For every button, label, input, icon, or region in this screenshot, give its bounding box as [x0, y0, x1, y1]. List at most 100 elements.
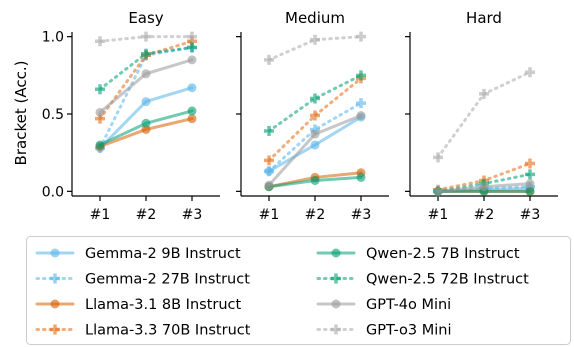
series-gpt-4o-mini	[264, 111, 366, 190]
x-tick-label: #1	[428, 207, 449, 223]
data-point	[95, 84, 105, 95]
x-tick-label: #1	[259, 207, 280, 223]
data-point	[264, 126, 274, 137]
legend-entry-gpt-o3-mini: GPT-o3 Mini	[316, 323, 451, 339]
legend-entry-gpt-4o-mini: GPT-4o Mini	[316, 297, 451, 313]
legend-swatch-marker	[50, 324, 60, 335]
legend-label: Gemma-2 27B Instruct	[85, 272, 250, 288]
series-qwen-2-5-72b-instruct	[264, 70, 366, 137]
data-point	[525, 67, 535, 78]
series-line	[267, 101, 363, 173]
legend-label: Llama-3.1 8B Instruct	[85, 297, 242, 313]
legend-label: Qwen-2.5 7B Instruct	[366, 246, 520, 262]
x-tick-label: #2	[305, 207, 326, 223]
x-tick-label: #3	[182, 207, 203, 223]
y-tick-label: 0.5	[42, 107, 64, 123]
legend-entry-qwen-2-5-7b-instruct: Qwen-2.5 7B Instruct	[316, 246, 520, 262]
series-qwen-2-5-7b-instruct	[95, 106, 197, 150]
legend-swatch-marker	[331, 299, 341, 309]
data-point	[525, 186, 535, 196]
x-tick-label: #2	[136, 207, 157, 223]
data-point	[187, 31, 197, 42]
data-point	[95, 140, 105, 150]
data-point	[310, 34, 320, 45]
data-point	[141, 118, 151, 128]
data-point	[310, 129, 320, 139]
data-point	[356, 172, 366, 182]
series-gpt-o3-mini	[433, 67, 535, 163]
data-point	[356, 31, 366, 42]
legend-entry-gemma-2-9b-instruct: Gemma-2 9B Instruct	[35, 246, 241, 262]
series-gpt-4o-mini	[95, 55, 197, 117]
panel-easy: Easy 0.0 0.5 1.0 #1 #2 #3	[42, 9, 220, 223]
data-point	[310, 176, 320, 186]
legend: Gemma-2 9B Instruct Gemma-2 27B Instruct L…	[26, 236, 571, 345]
data-point	[141, 48, 151, 59]
legend-swatch-marker	[331, 273, 341, 284]
legend-label: GPT-o3 Mini	[366, 323, 451, 339]
panels: Easy 0.0 0.5 1.0 #1 #2 #3 Medium #1 #2 #3 Hard #1 #2 #…	[42, 9, 558, 223]
y-tick-label: 1.0	[42, 30, 64, 46]
data-point	[187, 83, 197, 93]
data-point	[141, 69, 151, 79]
data-point	[310, 110, 320, 121]
x-tick-label: #2	[474, 207, 495, 223]
data-point	[264, 166, 274, 177]
legend-label: Qwen-2.5 72B Instruct	[366, 272, 529, 288]
data-point	[264, 54, 274, 65]
panel-title: Medium	[285, 9, 345, 27]
data-point	[264, 155, 274, 166]
data-point	[95, 36, 105, 47]
x-tick-label: #3	[351, 207, 372, 223]
series-line	[436, 70, 532, 159]
legend-entry-llama-3-1-8b-instruct: Llama-3.1 8B Instruct	[35, 297, 242, 313]
panel-hard: Hard #1 #2 #3	[405, 9, 558, 223]
data-point	[433, 152, 443, 163]
data-point	[356, 70, 366, 81]
data-point	[525, 158, 535, 169]
data-point	[187, 55, 197, 65]
data-point	[525, 179, 535, 189]
data-point	[356, 111, 366, 121]
panel-title: Easy	[128, 9, 163, 27]
series-line	[267, 35, 363, 62]
legend-swatch-marker	[331, 248, 341, 258]
legend-swatch-marker	[50, 248, 60, 258]
data-point	[141, 97, 151, 107]
y-axis-label: Bracket (Acc.)	[12, 61, 30, 166]
data-point	[141, 124, 151, 134]
data-point	[479, 182, 489, 192]
legend-frame	[26, 236, 571, 345]
x-tick-label: #1	[90, 207, 111, 223]
series-line	[267, 73, 363, 133]
legend-swatch-marker	[331, 324, 341, 335]
data-point	[187, 106, 197, 116]
y-tick-label: 0.0	[42, 184, 64, 200]
series-gpt-o3-mini	[95, 31, 197, 47]
series-gpt-o3-mini	[264, 31, 366, 65]
data-point	[310, 93, 320, 104]
legend-entry-qwen-2-5-72b-instruct: Qwen-2.5 72B Instruct	[316, 272, 529, 288]
data-point	[310, 140, 320, 150]
data-point	[525, 169, 535, 180]
legend-swatch-marker	[50, 299, 60, 309]
panel-medium: Medium #1 #2 #3	[236, 9, 389, 223]
legend-label: GPT-4o Mini	[366, 297, 451, 313]
x-tick-label: #3	[520, 207, 541, 223]
series-gpt-4o-mini	[433, 179, 535, 196]
legend-label: Llama-3.3 70B Instruct	[85, 323, 251, 339]
series-qwen-2-5-72b-instruct	[95, 42, 197, 95]
legend-swatch-marker	[50, 273, 60, 284]
legend-label: Gemma-2 9B Instruct	[85, 246, 241, 262]
data-point	[187, 114, 197, 124]
data-point	[356, 98, 366, 109]
data-point	[479, 88, 489, 99]
data-point	[433, 186, 443, 196]
data-point	[141, 31, 151, 42]
data-point	[264, 180, 274, 190]
data-point	[95, 107, 105, 117]
data-point	[187, 42, 197, 53]
legend-entry-gemma-2-27b-instruct: Gemma-2 27B Instruct	[35, 272, 250, 288]
panel-title: Hard	[466, 9, 502, 27]
